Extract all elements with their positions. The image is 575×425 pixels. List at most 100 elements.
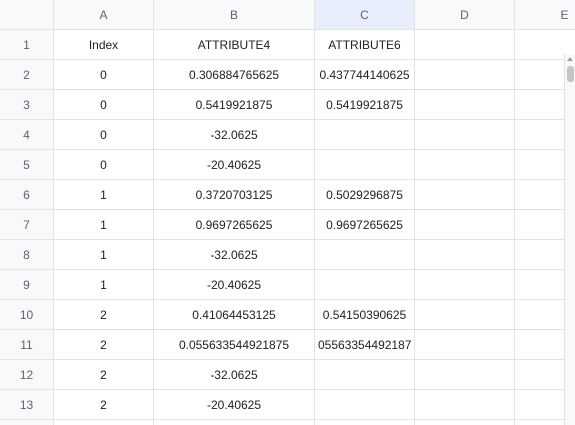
cell-b5[interactable]: -20.40625 [154, 150, 315, 180]
cell-d6[interactable] [415, 180, 515, 210]
cell-c14[interactable] [315, 420, 415, 425]
table-row: 10 2 0.41064453125 0.54150390625 [0, 300, 575, 330]
cell-b10[interactable]: 0.41064453125 [154, 300, 315, 330]
cell-e2[interactable] [515, 60, 575, 90]
cell-e9[interactable] [515, 270, 575, 300]
cell-c10[interactable]: 0.54150390625 [315, 300, 415, 330]
cell-d7[interactable] [415, 210, 515, 240]
cell-c5[interactable] [315, 150, 415, 180]
cell-c11[interactable]: 05563354492187 [315, 330, 415, 360]
row-header-8[interactable]: 8 [0, 240, 54, 270]
cell-b8[interactable]: -32.0625 [154, 240, 315, 270]
row-header-6[interactable]: 6 [0, 180, 54, 210]
cell-a1[interactable]: Index [54, 30, 154, 60]
cell-a9[interactable]: 1 [54, 270, 154, 300]
row-header-13[interactable]: 13 [0, 390, 54, 420]
cell-d13[interactable] [415, 390, 515, 420]
cell-b11[interactable]: 0.055633544921875 [154, 330, 315, 360]
table-row: 9 1 -20.40625 [0, 270, 575, 300]
cell-d2[interactable] [415, 60, 515, 90]
row-header-11[interactable]: 11 [0, 330, 54, 360]
cell-b3[interactable]: 0.5419921875 [154, 90, 315, 120]
cell-e10[interactable] [515, 300, 575, 330]
column-header-b[interactable]: B [154, 0, 315, 30]
cell-c8[interactable] [315, 240, 415, 270]
vertical-scrollbar[interactable] [564, 54, 575, 425]
cell-d11[interactable] [415, 330, 515, 360]
table-row: 12 2 -32.0625 [0, 360, 575, 390]
cell-e5[interactable] [515, 150, 575, 180]
scroll-up-arrow-icon[interactable] [565, 54, 575, 64]
cell-a12[interactable]: 2 [54, 360, 154, 390]
row-header-1[interactable]: 1 [0, 30, 54, 60]
cell-d4[interactable] [415, 120, 515, 150]
cell-c6[interactable]: 0.5029296875 [315, 180, 415, 210]
row-header-2[interactable]: 2 [0, 60, 54, 90]
cell-a2[interactable]: 0 [54, 60, 154, 90]
cell-a3[interactable]: 0 [54, 90, 154, 120]
cell-b1[interactable]: ATTRIBUTE4 [154, 30, 315, 60]
cell-d1[interactable] [415, 30, 515, 60]
cell-e6[interactable] [515, 180, 575, 210]
column-header-a[interactable]: A [54, 0, 154, 30]
row-header-9[interactable]: 9 [0, 270, 54, 300]
cell-d12[interactable] [415, 360, 515, 390]
table-row: 14 [0, 420, 575, 425]
cell-b4[interactable]: -32.0625 [154, 120, 315, 150]
cell-e4[interactable] [515, 120, 575, 150]
row-header-3[interactable]: 3 [0, 90, 54, 120]
cell-a11[interactable]: 2 [54, 330, 154, 360]
row-header-5[interactable]: 5 [0, 150, 54, 180]
column-header-c[interactable]: C [315, 0, 415, 30]
cell-c7[interactable]: 0.9697265625 [315, 210, 415, 240]
cell-a7[interactable]: 1 [54, 210, 154, 240]
cell-c12[interactable] [315, 360, 415, 390]
cell-b6[interactable]: 0.3720703125 [154, 180, 315, 210]
cell-e3[interactable] [515, 90, 575, 120]
cell-e8[interactable] [515, 240, 575, 270]
cell-c2[interactable]: 0.437744140625 [315, 60, 415, 90]
scroll-thumb[interactable] [567, 66, 574, 82]
cell-c4[interactable] [315, 120, 415, 150]
cell-d5[interactable] [415, 150, 515, 180]
row-header-7[interactable]: 7 [0, 210, 54, 240]
cell-e11[interactable] [515, 330, 575, 360]
row-header-12[interactable]: 12 [0, 360, 54, 390]
cell-d10[interactable] [415, 300, 515, 330]
cell-b14[interactable] [154, 420, 315, 425]
select-all-corner[interactable] [0, 0, 54, 30]
cell-a6[interactable]: 1 [54, 180, 154, 210]
row-header-14[interactable]: 14 [0, 420, 54, 425]
cell-c13[interactable] [315, 390, 415, 420]
cell-e12[interactable] [515, 360, 575, 390]
cell-d9[interactable] [415, 270, 515, 300]
cell-e7[interactable] [515, 210, 575, 240]
table-row: 4 0 -32.0625 [0, 120, 575, 150]
cell-c3[interactable]: 0.5419921875 [315, 90, 415, 120]
cell-a10[interactable]: 2 [54, 300, 154, 330]
cell-b7[interactable]: 0.9697265625 [154, 210, 315, 240]
cell-c1[interactable]: ATTRIBUTE6 [315, 30, 415, 60]
column-header-d[interactable]: D [415, 0, 515, 30]
cell-e13[interactable] [515, 390, 575, 420]
cell-d8[interactable] [415, 240, 515, 270]
row-header-10[interactable]: 10 [0, 300, 54, 330]
cell-a5[interactable]: 0 [54, 150, 154, 180]
cell-d3[interactable] [415, 90, 515, 120]
cell-a4[interactable]: 0 [54, 120, 154, 150]
table-row: 1 Index ATTRIBUTE4 ATTRIBUTE6 [0, 30, 575, 60]
table-row: 3 0 0.5419921875 0.5419921875 [0, 90, 575, 120]
cell-b2[interactable]: 0.306884765625 [154, 60, 315, 90]
cell-c9[interactable] [315, 270, 415, 300]
cell-b12[interactable]: -32.0625 [154, 360, 315, 390]
row-header-4[interactable]: 4 [0, 120, 54, 150]
cell-b9[interactable]: -20.40625 [154, 270, 315, 300]
cell-e1[interactable] [515, 30, 575, 60]
cell-a14[interactable] [54, 420, 154, 425]
cell-b13[interactable]: -20.40625 [154, 390, 315, 420]
cell-a13[interactable]: 2 [54, 390, 154, 420]
cell-d14[interactable] [415, 420, 515, 425]
cell-a8[interactable]: 1 [54, 240, 154, 270]
column-header-e[interactable]: E [515, 0, 575, 30]
